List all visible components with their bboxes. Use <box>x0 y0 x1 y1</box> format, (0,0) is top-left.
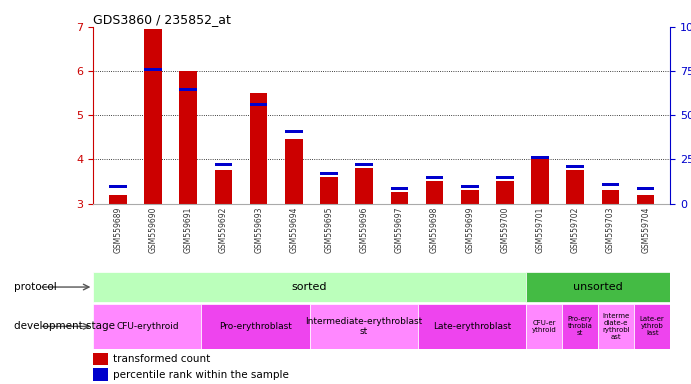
Bar <box>562 304 598 349</box>
Bar <box>215 163 232 166</box>
Text: Pro-erythroblast: Pro-erythroblast <box>219 322 292 331</box>
Text: Pro-ery
throbla
st: Pro-ery throbla st <box>568 316 593 336</box>
Text: GSM559703: GSM559703 <box>606 207 615 253</box>
Text: CFU-erythroid: CFU-erythroid <box>116 322 179 331</box>
Text: CFU-er
ythroid: CFU-er ythroid <box>531 320 556 333</box>
Text: GSM559696: GSM559696 <box>360 207 369 253</box>
Bar <box>426 182 444 204</box>
Bar <box>285 139 303 204</box>
Bar <box>496 182 513 204</box>
Text: GSM559697: GSM559697 <box>395 207 404 253</box>
Text: development stage: development stage <box>14 321 115 331</box>
Text: protocol: protocol <box>14 282 57 292</box>
Text: Late-er
ythrob
last: Late-er ythrob last <box>640 316 665 336</box>
Bar <box>531 156 549 159</box>
Bar <box>598 304 634 349</box>
Bar <box>634 304 670 349</box>
Bar <box>285 130 303 133</box>
Bar <box>250 103 267 106</box>
Bar <box>202 304 310 349</box>
Text: GSM559699: GSM559699 <box>465 207 474 253</box>
Text: GSM559691: GSM559691 <box>184 207 193 253</box>
Text: GSM559692: GSM559692 <box>219 207 228 253</box>
Text: Late-erythroblast: Late-erythroblast <box>433 322 511 331</box>
Text: GSM559695: GSM559695 <box>325 207 334 253</box>
Text: GSM559700: GSM559700 <box>500 207 509 253</box>
Text: percentile rank within the sample: percentile rank within the sample <box>113 370 290 380</box>
Bar <box>418 304 526 349</box>
Text: GSM559698: GSM559698 <box>430 207 439 253</box>
Bar <box>637 187 654 190</box>
Text: GSM559694: GSM559694 <box>290 207 299 253</box>
Bar <box>93 369 108 381</box>
Bar <box>390 187 408 190</box>
Bar <box>180 71 197 204</box>
Bar <box>496 176 513 179</box>
Bar <box>637 195 654 204</box>
Text: sorted: sorted <box>292 282 328 292</box>
Text: GSM559693: GSM559693 <box>254 207 263 253</box>
Bar <box>355 163 373 166</box>
Bar <box>180 88 197 91</box>
Text: GSM559689: GSM559689 <box>113 207 122 253</box>
Bar <box>461 185 479 188</box>
Text: Interme
diate-e
rythrobl
ast: Interme diate-e rythrobl ast <box>603 313 630 340</box>
Text: GSM559702: GSM559702 <box>571 207 580 253</box>
Bar <box>461 190 479 204</box>
Bar <box>426 176 444 179</box>
Bar <box>567 170 584 204</box>
Bar <box>109 195 126 204</box>
Bar <box>320 177 338 204</box>
Bar <box>526 272 670 302</box>
Text: transformed count: transformed count <box>113 354 211 364</box>
Text: GSM559701: GSM559701 <box>536 207 545 253</box>
Bar <box>310 304 418 349</box>
Text: GSM559704: GSM559704 <box>641 207 650 253</box>
Bar <box>567 165 584 168</box>
Text: GDS3860 / 235852_at: GDS3860 / 235852_at <box>93 13 231 26</box>
Bar <box>109 185 126 188</box>
Bar <box>320 172 338 175</box>
Bar <box>215 170 232 204</box>
Text: unsorted: unsorted <box>574 282 623 292</box>
Bar <box>390 192 408 204</box>
Bar <box>93 272 526 302</box>
Bar <box>250 93 267 204</box>
Bar <box>144 68 162 71</box>
Bar <box>602 190 619 204</box>
Bar <box>93 304 202 349</box>
Bar <box>93 353 108 365</box>
Bar <box>144 29 162 204</box>
Bar <box>355 168 373 204</box>
Text: GSM559690: GSM559690 <box>149 207 158 253</box>
Bar <box>602 183 619 186</box>
Bar <box>531 159 549 204</box>
Bar <box>526 304 562 349</box>
Text: Intermediate-erythroblast
st: Intermediate-erythroblast st <box>305 317 422 336</box>
